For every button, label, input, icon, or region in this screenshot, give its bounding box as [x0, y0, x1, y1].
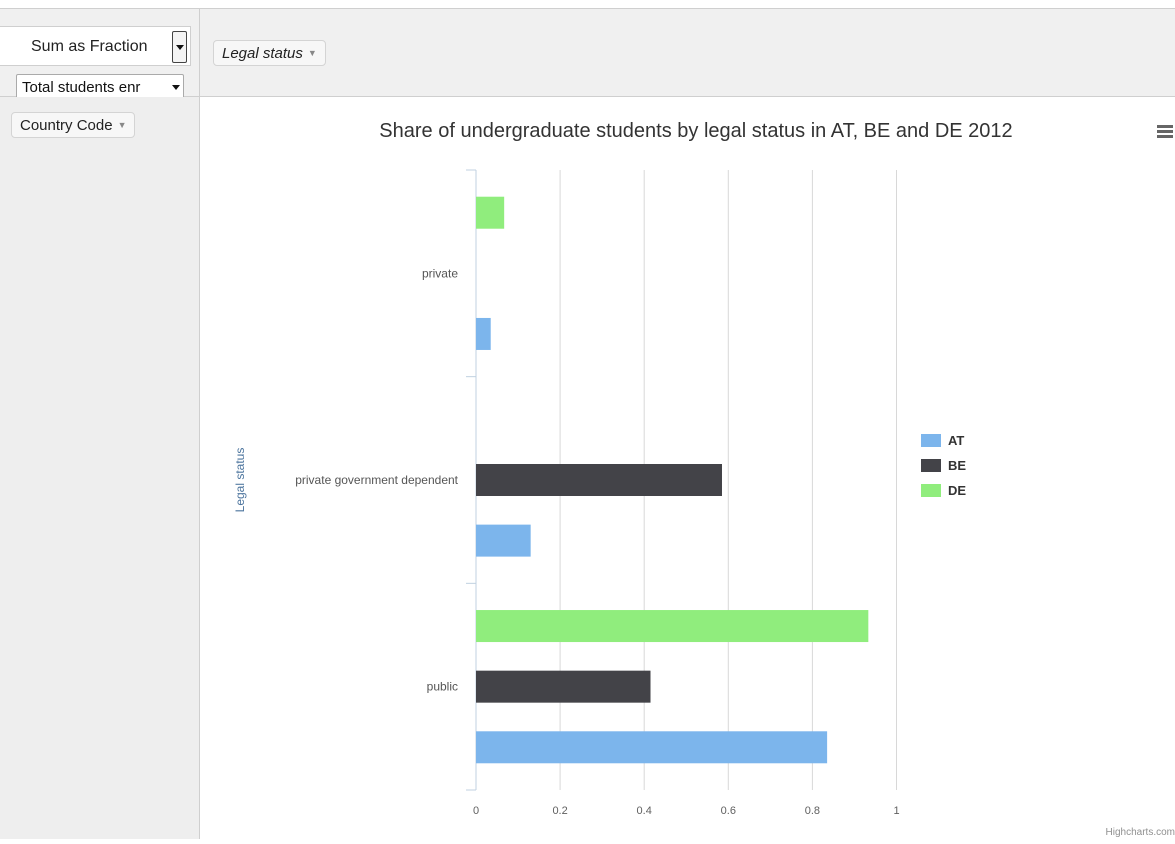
row-field-label: Country Code: [20, 117, 113, 134]
chevron-down-icon: [172, 85, 180, 90]
aggregator-label: Sum as Fraction: [31, 38, 148, 55]
chevron-down-icon: [176, 45, 184, 50]
value-field-label: Total students enr: [22, 79, 141, 96]
hamburger-menu-icon[interactable]: [1157, 125, 1173, 138]
filter-triangle-icon[interactable]: ▼: [117, 120, 127, 130]
legend-swatch-be[interactable]: [921, 459, 941, 472]
bar-be[interactable]: [476, 464, 722, 496]
aggregator-select[interactable]: Sum as Fraction: [0, 26, 191, 66]
value-axis-tick-label: 0.2: [552, 805, 567, 817]
category-label: private government dependent: [295, 473, 458, 487]
category-label: public: [427, 680, 458, 694]
bar-chart: Share of undergraduate students by legal…: [233, 120, 1175, 838]
col-field-legal-status[interactable]: Legal status ▼: [213, 40, 326, 66]
bar-de[interactable]: [476, 196, 505, 229]
legend-label: AT: [948, 433, 964, 448]
col-field-label: Legal status: [222, 45, 303, 62]
value-axis-tick-label: 0.8: [805, 805, 820, 817]
value-axis-tick-label: 1: [893, 805, 899, 817]
bar-be[interactable]: [476, 670, 651, 703]
category-label: private: [422, 266, 458, 280]
value-axis-tick-label: 0: [473, 805, 479, 817]
filter-triangle-icon[interactable]: ▼: [307, 48, 317, 58]
pivot-controls-header: Sum as Fraction Total students enr: [0, 8, 200, 100]
pivot-column-area: [200, 8, 1175, 97]
pivot-row-area: [0, 97, 200, 839]
bar-at[interactable]: [476, 731, 828, 764]
credits-link: Highcharts.com: [1106, 827, 1175, 838]
legend-swatch-at[interactable]: [921, 434, 941, 447]
legend-label: DE: [948, 483, 966, 498]
bar-at[interactable]: [476, 524, 531, 557]
value-field-select[interactable]: Total students enr: [16, 74, 184, 100]
category-axis-title: Legal status: [233, 448, 247, 513]
bar-de[interactable]: [476, 610, 869, 643]
value-axis-tick-label: 0.6: [721, 805, 736, 817]
bar-at[interactable]: [476, 317, 491, 350]
value-axis-tick-label: 0.4: [637, 805, 652, 817]
aggregator-dropdown-button[interactable]: [172, 31, 187, 63]
legend-label: BE: [948, 458, 966, 473]
chart-title: Share of undergraduate students by legal…: [379, 120, 1012, 142]
legend-swatch-de[interactable]: [921, 484, 941, 497]
chart-container: Share of undergraduate students by legal…: [200, 97, 1175, 839]
row-field-country-code[interactable]: Country Code ▼: [11, 112, 136, 138]
